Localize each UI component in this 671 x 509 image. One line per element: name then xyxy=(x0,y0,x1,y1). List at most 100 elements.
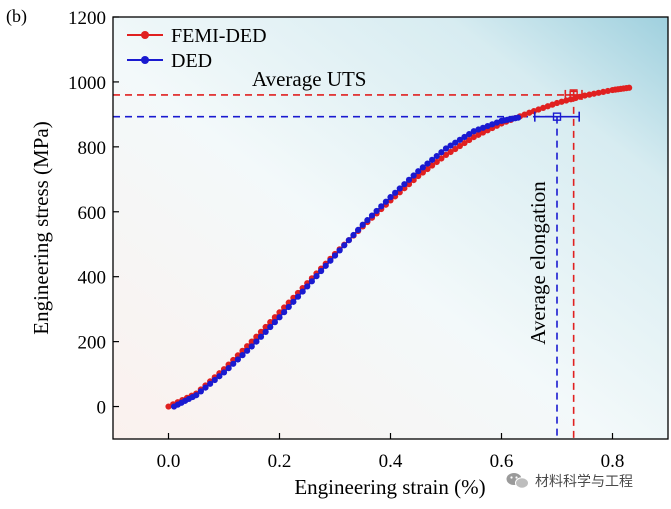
x-axis-label: Engineering strain (%) xyxy=(294,475,485,499)
legend-marker-femi-ded xyxy=(141,31,149,39)
error-bar xyxy=(533,111,581,122)
data-point xyxy=(452,145,459,153)
data-point xyxy=(396,185,403,192)
data-point xyxy=(359,221,366,228)
watermark: 材料科学与工程 xyxy=(506,473,633,489)
data-point xyxy=(345,237,352,244)
data-point xyxy=(216,373,223,380)
data-point xyxy=(590,90,598,97)
data-point xyxy=(230,360,237,367)
data-point xyxy=(581,92,588,99)
data-point xyxy=(193,392,200,399)
legend-item-ded: DED xyxy=(127,50,212,72)
y-tick-label: 200 xyxy=(78,333,107,354)
x-axis-ticks: 0.0 0.2 0.4 0.6 0.8 xyxy=(157,433,625,472)
data-point xyxy=(276,309,283,316)
data-point xyxy=(456,136,463,143)
data-point xyxy=(322,262,329,269)
data-point xyxy=(248,343,255,350)
data-point xyxy=(586,91,593,98)
data-point xyxy=(438,149,445,156)
x-tick-label: 0.0 xyxy=(157,451,181,472)
data-point xyxy=(299,288,306,295)
data-point xyxy=(202,384,209,391)
data-point xyxy=(239,352,246,359)
data-point xyxy=(433,158,440,166)
data-point xyxy=(475,131,482,138)
data-point xyxy=(262,323,269,331)
data-point xyxy=(271,314,278,321)
data-point xyxy=(368,212,376,219)
data-point xyxy=(378,203,385,210)
data-point xyxy=(341,242,348,249)
data-point xyxy=(415,168,422,175)
data-point xyxy=(313,273,320,280)
data-point xyxy=(281,304,288,311)
annotation-average-elongation: Average elongation xyxy=(526,181,550,345)
legend-label-femi-ded: FEMI-DED xyxy=(171,25,267,47)
data-point xyxy=(373,207,380,215)
data-point xyxy=(276,314,283,321)
data-point xyxy=(350,231,357,239)
data-point xyxy=(461,139,468,147)
legend-marker-ded xyxy=(141,56,149,64)
data-point xyxy=(267,323,274,331)
data-point xyxy=(257,333,265,340)
x-tick-label: 0.2 xyxy=(268,451,292,472)
data-point xyxy=(470,134,477,141)
panel-label: (b) xyxy=(6,6,27,27)
y-tick-label: 1200 xyxy=(68,8,106,29)
y-tick-label: 800 xyxy=(78,138,107,159)
x-tick-label: 0.6 xyxy=(490,451,514,472)
data-point xyxy=(401,181,408,188)
data-point xyxy=(207,380,214,387)
data-point xyxy=(410,177,417,184)
series-ded xyxy=(170,114,522,410)
data-point xyxy=(285,303,292,311)
series-layer xyxy=(165,84,633,410)
data-point xyxy=(308,278,315,285)
data-point xyxy=(197,388,204,395)
data-point xyxy=(234,356,241,363)
data-point xyxy=(429,156,436,163)
data-point xyxy=(405,176,413,183)
plot-background xyxy=(113,17,668,439)
error-bar-marker xyxy=(569,90,578,100)
data-point xyxy=(244,347,251,354)
data-point xyxy=(600,88,607,95)
data-point xyxy=(438,155,445,162)
data-point xyxy=(267,319,274,326)
data-point xyxy=(262,328,269,335)
error-bar xyxy=(564,89,583,101)
x-tick-label: 0.4 xyxy=(379,451,403,472)
watermark-text: 材料科学与工程 xyxy=(535,473,633,489)
legend: FEMI-DED DED xyxy=(127,25,267,72)
data-point xyxy=(405,181,413,188)
data-point xyxy=(447,142,454,149)
data-point xyxy=(211,376,218,384)
data-point xyxy=(253,338,260,345)
data-point xyxy=(364,217,371,224)
data-point xyxy=(355,226,362,233)
data-point xyxy=(410,172,417,179)
wechat-icon xyxy=(506,473,529,489)
data-point xyxy=(248,338,255,345)
data-point xyxy=(466,136,473,144)
y-axis-label: Engineering stress (MPa) xyxy=(29,121,53,334)
data-point xyxy=(253,333,260,340)
data-point xyxy=(225,365,232,372)
data-point xyxy=(382,198,389,205)
data-point xyxy=(433,152,440,160)
data-point xyxy=(165,403,172,410)
data-point xyxy=(304,283,311,290)
x-tick-label: 0.8 xyxy=(601,451,625,472)
data-point xyxy=(595,89,602,96)
data-point xyxy=(294,293,302,300)
y-tick-label: 400 xyxy=(78,268,107,289)
data-point xyxy=(419,164,426,171)
legend-item-femi-ded: FEMI-DED xyxy=(127,25,267,47)
data-point xyxy=(626,84,633,91)
annotation-lines xyxy=(113,94,575,439)
y-axis-ticks: 0 200 400 600 800 1000 1200 xyxy=(68,8,119,419)
